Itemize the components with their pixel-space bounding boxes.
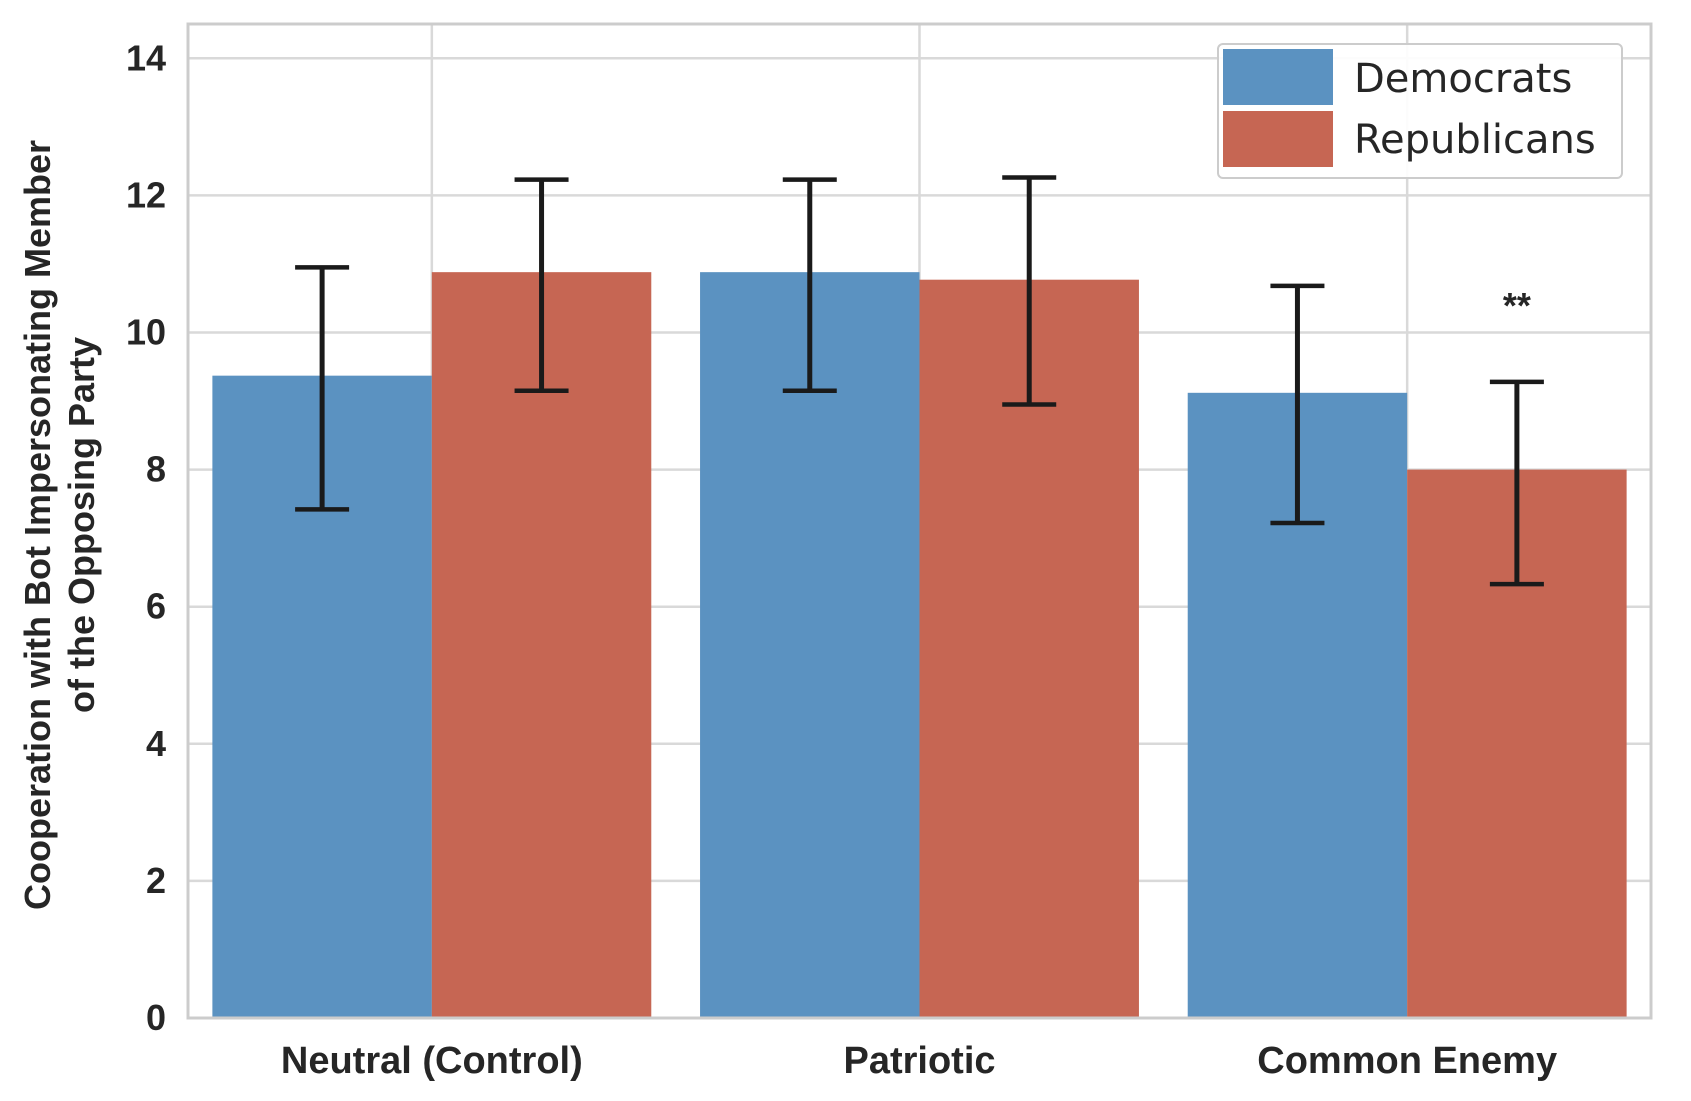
y-tick-label: 4 [146, 723, 166, 764]
y-tick-label: 6 [146, 586, 166, 627]
plot-frame [186, 22, 1653, 1020]
x-tick-label: Patriotic [843, 1040, 995, 1082]
x-tick-label: Common Enemy [1257, 1040, 1557, 1082]
x-tick-label: Neutral (Control) [281, 1040, 583, 1082]
y-axis-label: Cooperation with Bot Impersonating Membe… [17, 140, 58, 910]
y-tick-label: 10 [126, 311, 166, 352]
y-tick-label: 8 [146, 449, 166, 490]
significance-annotation: ** [1503, 285, 1531, 326]
annotations: ** [1503, 285, 1531, 326]
error-bars [295, 175, 1544, 587]
y-tick-label: 0 [146, 997, 166, 1038]
bar-republicans [431, 272, 652, 1018]
y-tick-label: 14 [126, 37, 166, 78]
y-axis-label-line-2: of the Opposing Party [61, 337, 102, 713]
y-tick-label: 2 [146, 860, 166, 901]
y-tick-label: 12 [126, 174, 166, 215]
bar-democrats [700, 272, 920, 1018]
legend-swatch-democrats [1223, 49, 1333, 105]
legend-label-democrats: Democrats [1354, 56, 1572, 102]
legend-label-republicans: Republicans [1354, 117, 1596, 163]
legend: Democrats Republicans [1217, 43, 1623, 179]
y-tick-labels: 0 2 4 6 8 10 12 14 [126, 37, 166, 1038]
legend-swatch-republicans [1223, 111, 1333, 167]
x-tick-labels: Neutral (Control) Patriotic Common Enemy [281, 1040, 1557, 1082]
